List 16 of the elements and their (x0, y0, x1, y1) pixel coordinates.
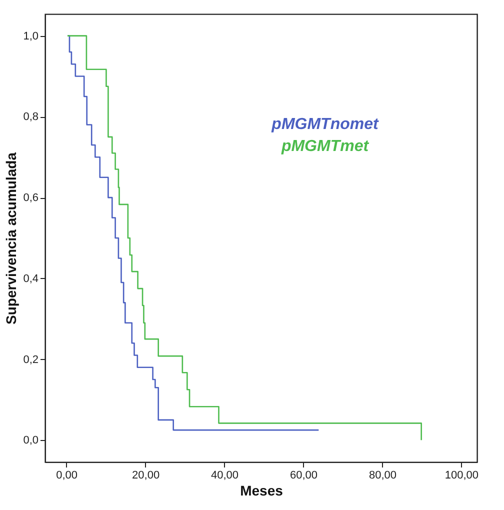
y-tick-label: 0,4 (23, 272, 38, 285)
y-tick-label: 0,2 (23, 354, 38, 366)
y-axis-title: Supervivencia acumulada (3, 152, 20, 324)
text: pMGMTmet (280, 138, 370, 155)
x-tick-label: 100,00 (444, 470, 479, 482)
x-tick-label: 80,00 (368, 470, 396, 482)
y-tick-label: 0,6 (23, 192, 38, 204)
x-axis-title: Meses (240, 482, 284, 498)
x-tick-label: 60,00 (290, 470, 318, 482)
x-tick-label: 20,00 (132, 470, 160, 482)
x-tick-label: 40,00 (211, 470, 239, 482)
y-tick-label: 0,8 (23, 111, 38, 124)
x-tick-label: 0,00 (56, 470, 78, 482)
text: pMGMTnomet (270, 116, 379, 133)
y-tick-label: 0,0 (23, 434, 38, 447)
y-tick-label: 1,0 (23, 30, 38, 42)
